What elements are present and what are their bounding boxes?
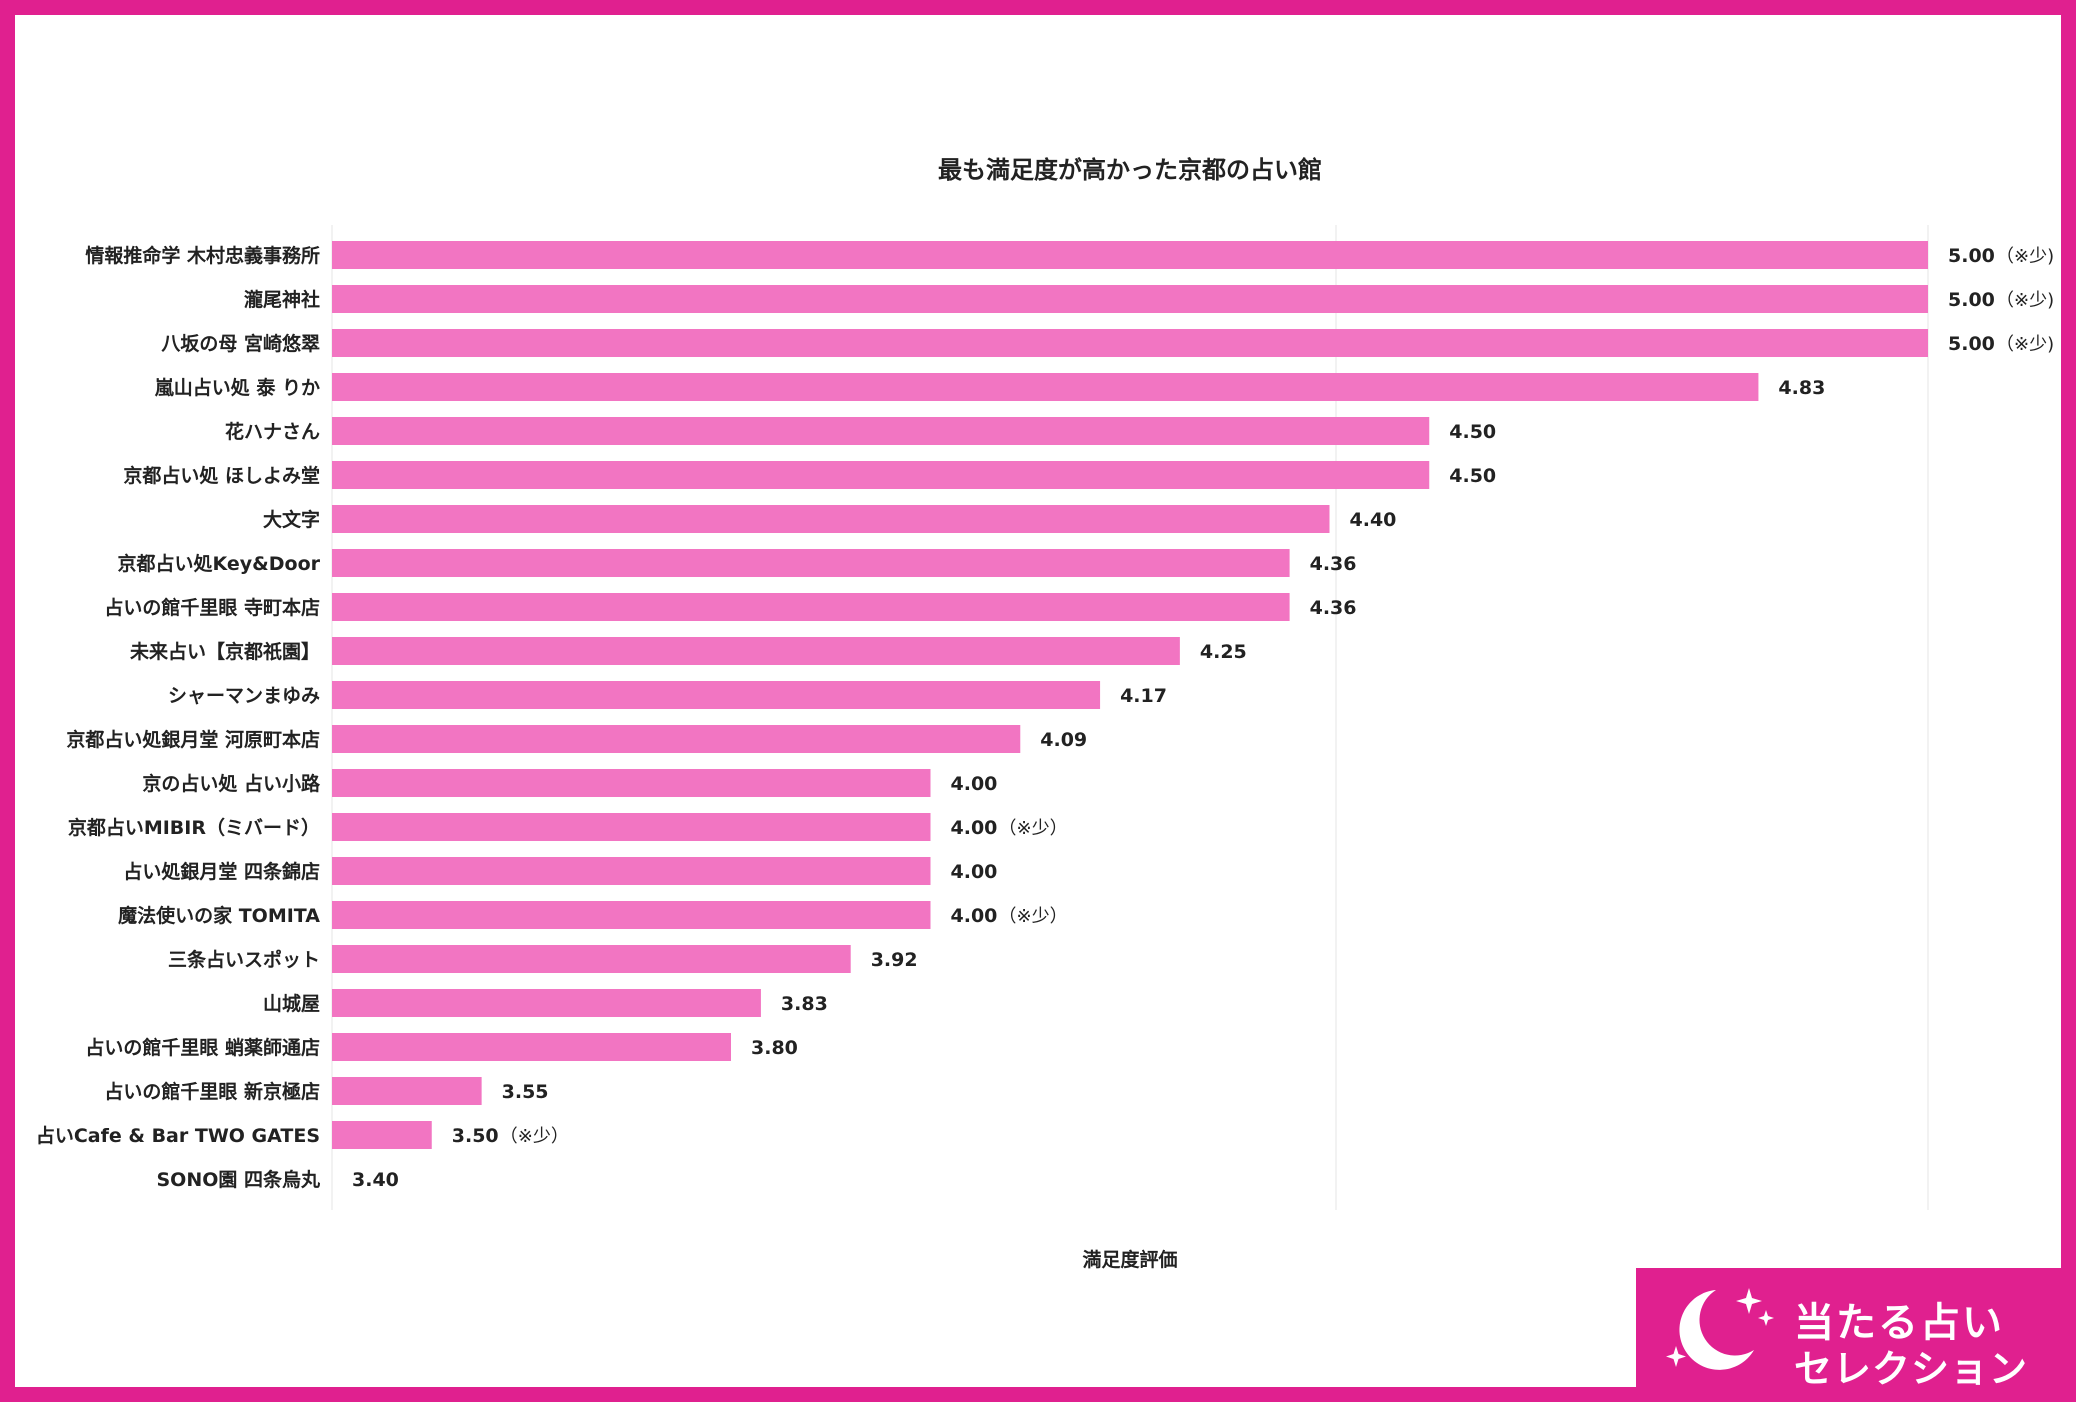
category-label: シャーマンまゆみ <box>168 685 320 707</box>
data-label: 4.50 <box>1449 421 1496 443</box>
bar <box>332 329 1928 357</box>
data-label: 4.36 <box>1310 597 1357 619</box>
category-label: 嵐山占い処 泰 りか <box>155 376 320 399</box>
category-label: 花ハナさん <box>225 420 320 443</box>
data-label: 5.00 <box>1948 333 1995 355</box>
category-label: SONO園 四条烏丸 <box>156 1168 321 1191</box>
data-label: 3.83 <box>781 993 828 1015</box>
category-label: 占いCafe & Bar TWO GATES <box>36 1124 320 1147</box>
category-label: 京都占い処銀月堂 河原町本店 <box>66 728 320 751</box>
category-label: 未来占い【京都祇園】 <box>129 640 320 663</box>
data-label: 4.00 <box>951 817 998 839</box>
bar <box>332 417 1430 445</box>
bar <box>332 769 931 797</box>
bar <box>332 241 1928 269</box>
data-label: 3.55 <box>502 1081 549 1103</box>
data-note: （※少) <box>1996 290 2054 311</box>
category-label: 三条占いスポット <box>168 948 320 971</box>
brand-name-line2: セレクション <box>1794 1347 2029 1391</box>
data-label: 5.00 <box>1948 289 1995 311</box>
category-label: 八坂の母 宮崎悠翠 <box>161 332 320 355</box>
brand-logo: 当たる占い セレクション <box>1636 1268 2061 1391</box>
bar <box>332 857 931 885</box>
bar <box>332 1033 731 1061</box>
bar <box>332 1077 482 1105</box>
bar <box>332 989 761 1017</box>
data-label: 4.36 <box>1310 553 1357 575</box>
bar <box>332 1121 432 1149</box>
data-label: 4.17 <box>1120 685 1167 707</box>
bar <box>332 725 1021 753</box>
category-label: 情報推命学 木村忠義事務所 <box>85 244 320 267</box>
data-note: （※少） <box>500 1126 569 1147</box>
bar <box>332 637 1180 665</box>
category-label: 大文字 <box>263 508 320 531</box>
bar <box>332 461 1430 489</box>
category-label: 京の占い処 占い小路 <box>142 772 321 795</box>
chart-title: 最も満足度が高かった京都の占い館 <box>938 156 1322 184</box>
category-label: 瀧尾神社 <box>244 288 320 311</box>
category-label: 占いの館千里眼 新京極店 <box>104 1080 320 1103</box>
data-label: 4.00 <box>951 861 998 883</box>
bar <box>332 549 1290 577</box>
category-label: 京都占い処 ほしよみ堂 <box>123 464 320 487</box>
data-label: 5.00 <box>1948 245 1995 267</box>
bar <box>332 373 1759 401</box>
data-label: 3.50 <box>452 1125 499 1147</box>
data-label: 4.00 <box>951 773 998 795</box>
data-label: 4.09 <box>1040 729 1087 751</box>
bar <box>332 285 1928 313</box>
data-label: 3.80 <box>751 1037 798 1059</box>
data-note: （※少） <box>999 818 1068 839</box>
category-label: 山城屋 <box>263 992 320 1015</box>
data-label: 3.92 <box>871 949 918 971</box>
brand-name-line1: 当たる占い <box>1794 1300 2004 1346</box>
data-label: 4.50 <box>1449 465 1496 487</box>
data-label: 4.00 <box>951 905 998 927</box>
bar <box>332 813 931 841</box>
bar <box>332 593 1290 621</box>
bar <box>332 505 1330 533</box>
category-label: 京都占いMIBIR（ミバード） <box>68 816 320 839</box>
category-label: 占いの館千里眼 蛸薬師通店 <box>85 1036 320 1059</box>
category-label: 占い処銀月堂 四条錦店 <box>123 860 320 883</box>
category-label: 占いの館千里眼 寺町本店 <box>104 596 320 619</box>
category-label: 京都占い処Key&Door <box>118 552 321 575</box>
data-label: 4.25 <box>1200 641 1247 663</box>
data-note: （※少） <box>999 906 1068 927</box>
category-label: 魔法使いの家 TOMITA <box>118 904 320 927</box>
data-label: 3.40 <box>352 1169 399 1191</box>
x-axis-label: 満足度評価 <box>1082 1249 1178 1271</box>
data-note: （※少) <box>1996 334 2054 355</box>
data-label: 4.40 <box>1350 509 1397 531</box>
bar <box>332 901 931 929</box>
bar <box>332 945 851 973</box>
crescent-moon-icon <box>1666 1288 1774 1370</box>
data-label: 4.83 <box>1778 377 1825 399</box>
bar <box>332 681 1101 709</box>
data-note: （※少) <box>1996 246 2054 267</box>
